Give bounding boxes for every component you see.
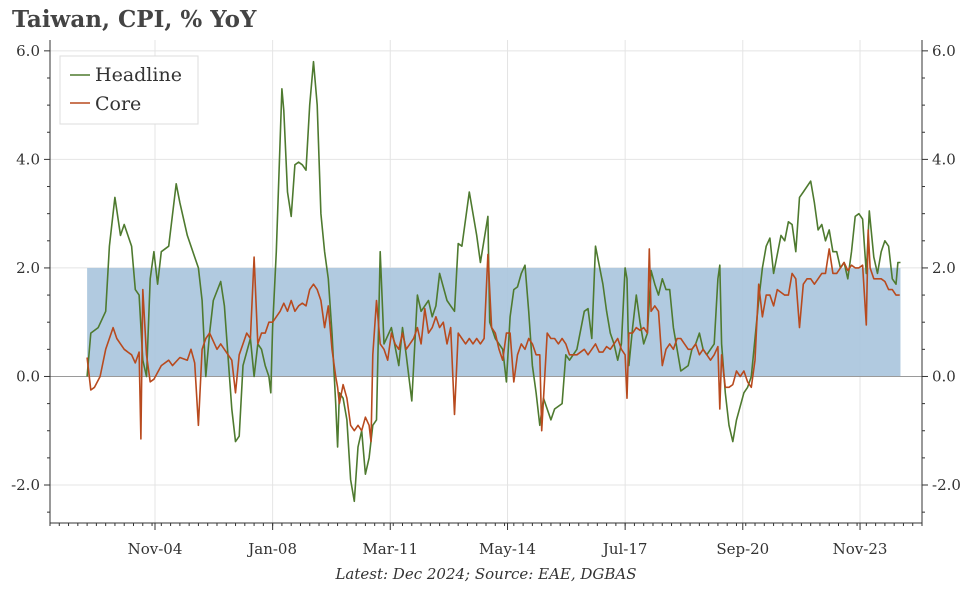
target-band	[87, 267, 901, 377]
series-layer	[86, 60, 901, 503]
y-tick-label-left: 2.0	[16, 259, 40, 277]
x-tick-label: Nov-04	[128, 540, 183, 558]
x-tick-label: Nov-23	[833, 540, 888, 558]
y-tick-label-right: 2.0	[932, 259, 956, 277]
legend-box	[59, 55, 199, 125]
y-tick-label-left: -2.0	[11, 476, 40, 494]
y-tick-label-right: 4.0	[932, 150, 956, 168]
y-tick-label-right: -2.0	[932, 476, 961, 494]
y-tick-label-right: 6.0	[932, 42, 956, 60]
series-line-core	[86, 229, 900, 443]
x-tick-label: Jul-17	[601, 540, 648, 558]
y-tick-label-right: 0.0	[932, 367, 956, 385]
y-tick-label-left: 4.0	[16, 150, 40, 168]
legend-label-headline: Headline	[95, 64, 182, 86]
y-tick-label-left: 0.0	[16, 367, 40, 385]
source-footnote: Latest: Dec 2024; Source: EAE, DGBAS	[335, 565, 637, 583]
legend: Headline Core	[59, 55, 199, 125]
x-tick-label: May-14	[479, 540, 536, 558]
chart-title: Taiwan, CPI, % YoY	[12, 6, 257, 33]
legend-label-core: Core	[95, 93, 141, 115]
y-tick-label-left: 6.0	[16, 42, 40, 60]
x-tick-label: Jan-08	[246, 540, 297, 558]
axis-layer: -2.0 -2.0 0.0 0.0 2.0 2.0 4.0 4.0 6.0 6.0 Nov-04 Ja…	[11, 40, 961, 558]
x-tick-label: Mar-11	[362, 540, 418, 558]
series-line-headline	[86, 60, 901, 503]
x-tick-label: Sep-20	[716, 540, 769, 558]
